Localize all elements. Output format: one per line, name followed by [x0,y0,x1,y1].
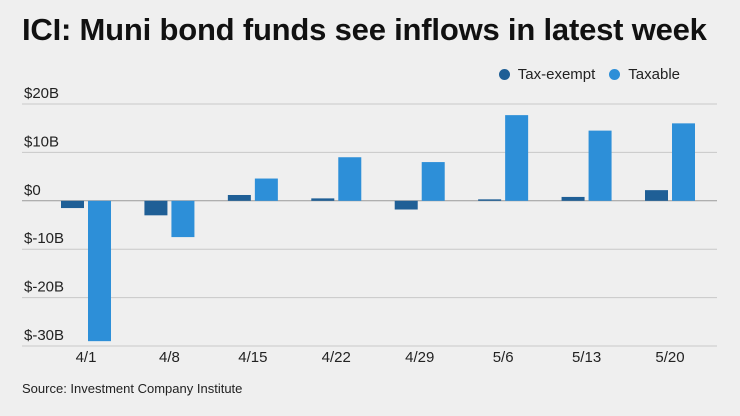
y-tick-label: $10B [24,133,59,150]
x-tick-label: 4/29 [405,349,434,366]
bar-taxable [88,200,111,342]
x-tick-label: 5/6 [493,349,514,366]
bar-taxable [505,115,529,201]
y-tick-label: $20B [24,85,59,102]
bar-tax-exempt [227,194,251,201]
bar-tax-exempt [478,199,502,201]
legend: Tax-exempt Taxable [498,66,680,83]
legend-item-taxable: Taxable [609,66,680,83]
y-tick-label: $-20B [24,279,64,296]
legend-label-tax-exempt: Tax-exempt [517,66,596,83]
bar-taxable [672,123,695,201]
x-tick-label: 4/1 [76,349,97,366]
y-tick-label: $-30B [24,327,64,344]
y-tick-label: $-10B [24,230,64,247]
bar-taxable [254,178,278,201]
legend-swatch-tax-exempt [498,69,510,80]
legend-label-taxable: Taxable [628,66,680,83]
x-tick-label: 4/15 [238,349,267,366]
bar-taxable [338,157,362,201]
bar-taxable [588,130,612,201]
bar-tax-exempt [311,198,335,201]
bar-taxable [171,200,195,238]
bar-taxable [421,162,445,201]
y-tick-label: $0 [24,182,41,199]
bar-tax-exempt [394,200,418,210]
x-tick-label: 5/13 [572,349,601,366]
source-note: Source: Investment Company Institute [22,381,243,396]
bar-tax-exempt [144,200,168,216]
x-tick-label: 4/22 [322,349,351,366]
legend-swatch-taxable [609,69,621,80]
legend-item-tax-exempt: Tax-exempt [498,66,596,83]
x-tick-label: 5/20 [655,349,684,366]
bar-tax-exempt [561,196,585,201]
bar-tax-exempt [645,190,668,201]
x-tick-label: 4/8 [159,349,180,366]
chart-title: ICI: Muni bond funds see inflows in late… [22,12,707,47]
bar-tax-exempt [61,200,84,209]
